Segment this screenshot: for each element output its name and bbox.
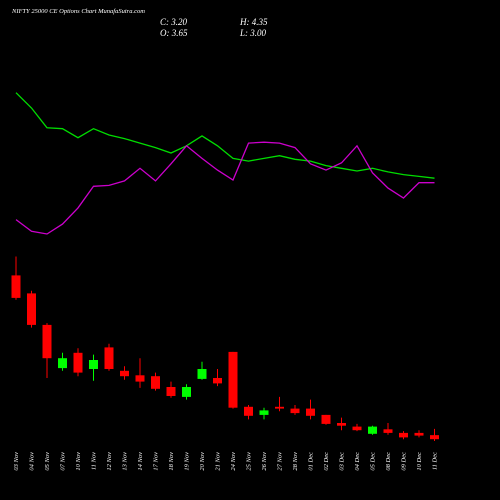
x-tick-label: 03 Nov xyxy=(13,452,20,471)
candle-body xyxy=(244,406,253,416)
candle-body xyxy=(104,347,114,369)
x-tick-label: 25 Nov xyxy=(246,452,253,471)
x-tick-label: 11 Dec xyxy=(432,452,439,470)
candle-body xyxy=(42,324,52,359)
candle-body xyxy=(352,426,362,431)
candle-body xyxy=(383,429,393,433)
candle-body xyxy=(228,351,238,408)
low-info: L: 3.00 xyxy=(239,28,267,38)
x-tick-label: 20 Nov xyxy=(199,452,206,471)
high-info: H: 4.35 xyxy=(239,17,268,27)
candle-body xyxy=(182,387,191,397)
x-tick-label: 14 Nov xyxy=(137,452,144,471)
close-info: C: 3.20 xyxy=(160,17,188,27)
x-tick-label: 28 Nov xyxy=(292,452,299,471)
open-info: O: 3.65 xyxy=(160,28,188,38)
candle-body xyxy=(414,432,424,436)
chart-title: NIFTY 25000 CE Options Chart MunafaSutra… xyxy=(11,8,145,15)
candle-body xyxy=(27,293,36,325)
x-tick-label: 09 Dec xyxy=(401,452,408,471)
candle-body xyxy=(259,410,269,415)
x-tick-label: 13 Nov xyxy=(122,452,129,471)
x-tick-label: 26 Nov xyxy=(261,452,268,471)
x-tick-label: 08 Dec xyxy=(385,452,392,471)
x-tick-label: 04 Nov xyxy=(29,452,36,471)
candle-body xyxy=(151,376,160,389)
x-tick-label: 11 Nov xyxy=(91,452,98,470)
candle-body xyxy=(213,378,222,384)
x-tick-label: 17 Nov xyxy=(153,452,160,471)
candle-body xyxy=(430,435,439,440)
x-tick-label: 10 Nov xyxy=(75,452,82,471)
candle-body xyxy=(166,387,176,396)
candle-body xyxy=(321,414,331,424)
candle-body xyxy=(120,370,129,377)
candle-body xyxy=(290,408,300,414)
candle-body xyxy=(337,423,346,426)
x-tick-label: 24 Nov xyxy=(230,452,237,471)
candle-body xyxy=(275,406,284,409)
x-tick-label: 21 Nov xyxy=(215,452,222,471)
indicator-line xyxy=(15,92,435,179)
indicator-line xyxy=(15,141,435,235)
x-tick-label: 12 Nov xyxy=(106,452,113,471)
x-tick-label: 19 Nov xyxy=(184,452,191,471)
candle-body xyxy=(399,432,408,438)
x-tick-label: 07 Nov xyxy=(60,452,67,471)
x-tick-label: 04 Dec xyxy=(354,452,361,471)
x-tick-label: 10 Dec xyxy=(416,452,423,471)
x-tick-label: 05 Dec xyxy=(370,452,377,471)
candle-body xyxy=(135,375,145,382)
candle-body xyxy=(197,369,207,379)
candle-body xyxy=(58,358,67,369)
x-tick-label: 01 Dec xyxy=(308,452,315,471)
candle-body xyxy=(306,408,315,416)
x-tick-label: 05 Nov xyxy=(44,452,51,471)
x-tick-label: 03 Dec xyxy=(339,452,346,471)
candle-body xyxy=(368,426,377,434)
x-tick-label: 02 Dec xyxy=(323,452,330,471)
candle-body xyxy=(73,352,83,373)
x-tick-label: 18 Nov xyxy=(168,452,175,471)
candle-body xyxy=(11,275,21,298)
candle-body xyxy=(89,360,98,369)
x-tick-label: 27 Nov xyxy=(277,452,284,471)
